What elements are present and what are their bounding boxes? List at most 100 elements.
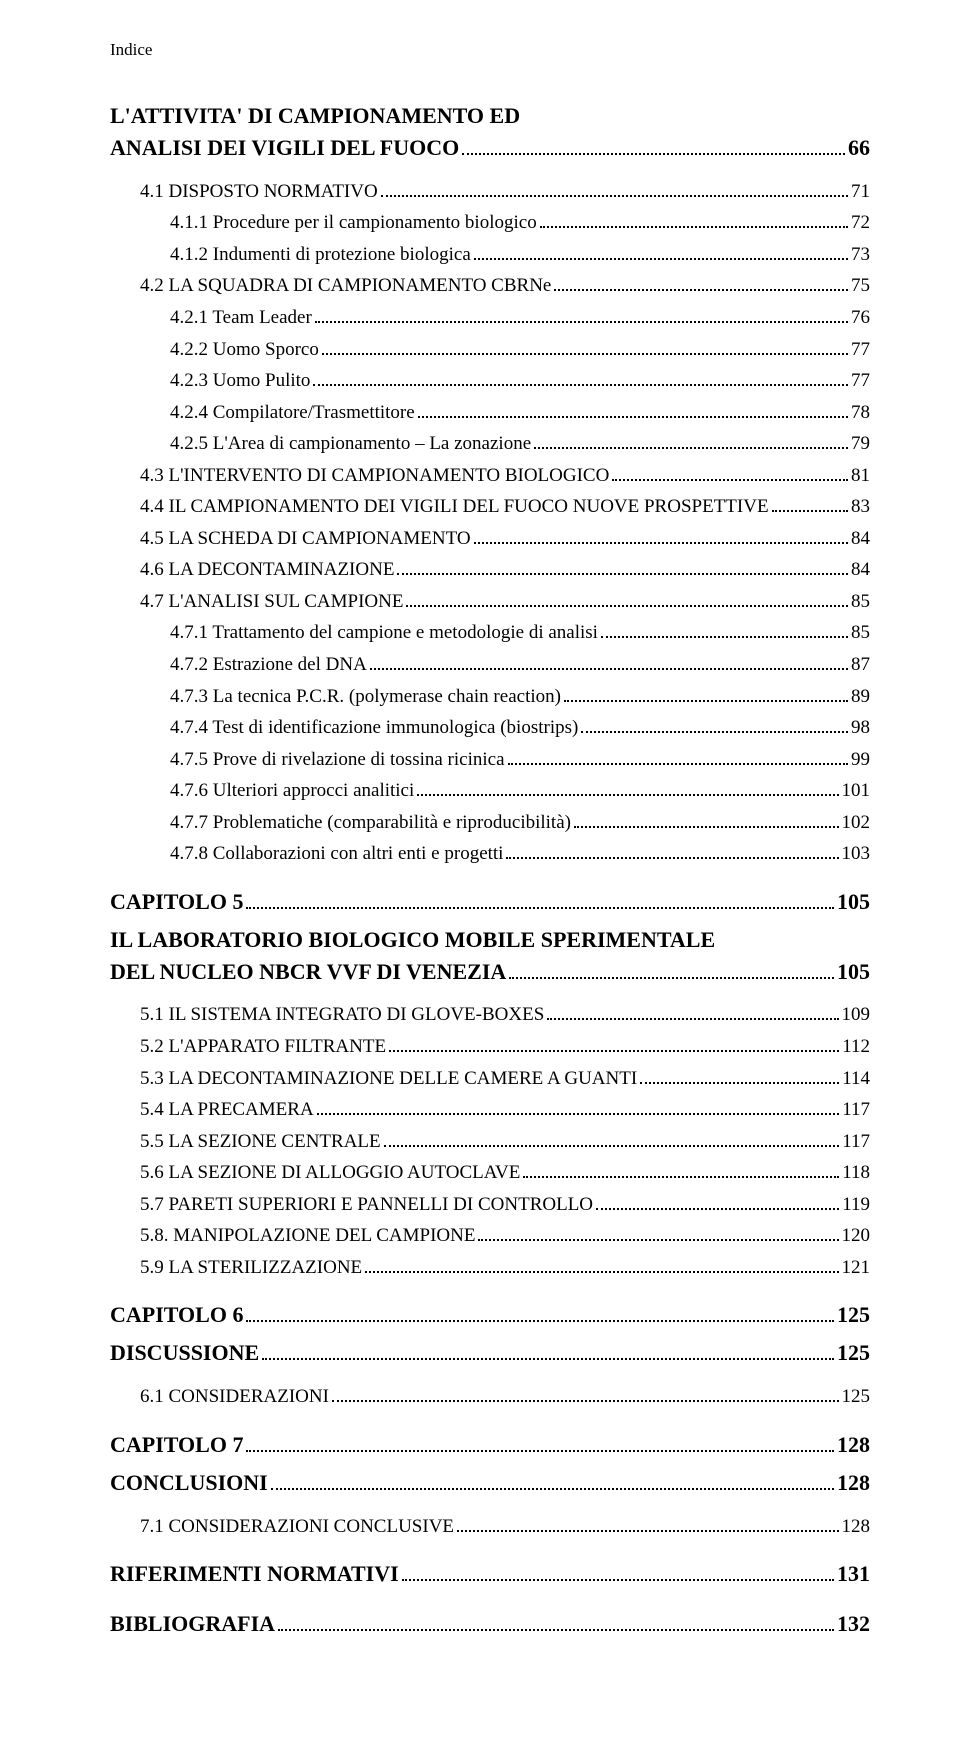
toc-entry: 4.7 L'ANALISI SUL CAMPIONE85 (140, 588, 870, 616)
toc-page: 84 (851, 556, 870, 584)
toc-entry: 5.8. MANIPOLAZIONE DEL CAMPIONE120 (140, 1222, 870, 1250)
toc-entry: 4.7.2 Estrazione del DNA 87 (170, 651, 870, 679)
toc-label: 5.1 IL SISTEMA INTEGRATO DI GLOVE-BOXES (140, 1001, 544, 1029)
toc-dots (365, 1271, 838, 1273)
toc-entry: 4.7.8 Collaborazioni con altri enti e pr… (170, 840, 870, 868)
toc-entry: CAPITOLO 5105 (110, 886, 870, 918)
toc-page: 87 (851, 651, 870, 679)
toc-dots (278, 1629, 834, 1631)
toc-label: 4.7.7 Problematiche (comparabilità e rip… (170, 809, 571, 837)
toc-label: 4.2.4 Compilatore/Trasmettitore (170, 399, 415, 427)
toc-entry: 4.5 LA SCHEDA DI CAMPIONAMENTO84 (140, 525, 870, 553)
toc-entry: CONCLUSIONI128 (110, 1467, 870, 1499)
toc-label: 7.1 CONSIDERAZIONI CONCLUSIVE (140, 1513, 454, 1541)
toc-label: 4.7.2 Estrazione del DNA (170, 651, 367, 679)
toc-label: DISCUSSIONE (110, 1337, 259, 1369)
toc-entry: DISCUSSIONE125 (110, 1337, 870, 1369)
toc-page: 128 (837, 1429, 870, 1461)
toc-page: 77 (851, 336, 870, 364)
toc-dots (315, 321, 848, 323)
toc-page: 77 (851, 367, 870, 395)
toc-label: 4.1.2 Indumenti di protezione biologica (170, 241, 471, 269)
toc-page: 103 (842, 840, 871, 868)
toc-entry: 4.2.3 Uomo Pulito 77 (170, 367, 870, 395)
toc-page: 117 (842, 1128, 870, 1156)
toc-entry: 5.4 LA PRECAMERA117 (140, 1096, 870, 1124)
toc-label: 4.7.8 Collaborazioni con altri enti e pr… (170, 840, 503, 868)
toc-dots (509, 977, 834, 979)
toc-dots (540, 226, 848, 228)
toc-dots (262, 1358, 834, 1360)
toc-entry: 5.3 LA DECONTAMINAZIONE DELLE CAMERE A G… (140, 1065, 870, 1093)
toc-page: 72 (851, 209, 870, 237)
toc-page: 79 (851, 430, 870, 458)
toc-page: 121 (842, 1254, 871, 1282)
toc-entry: 6.1 CONSIDERAZIONI125 (140, 1383, 870, 1411)
toc-dots (246, 1320, 834, 1322)
toc-label: 4.1 DISPOSTO NORMATIVO (140, 178, 378, 206)
toc-label: 5.7 PARETI SUPERIORI E PANNELLI DI CONTR… (140, 1191, 593, 1219)
toc-label: 4.2.5 L'Area di campionamento – La zonaz… (170, 430, 531, 458)
toc-label: 4.2.3 Uomo Pulito (170, 367, 310, 395)
toc-page: 120 (842, 1222, 871, 1250)
toc-entry: 4.7.7 Problematiche (comparabilità e rip… (170, 809, 870, 837)
toc-dots (474, 542, 848, 544)
toc-entry: 4.2.5 L'Area di campionamento – La zonaz… (170, 430, 870, 458)
toc-entry: CAPITOLO 6125 (110, 1299, 870, 1331)
toc-page: 85 (851, 619, 870, 647)
toc-page: 76 (851, 304, 870, 332)
toc-label: 4.7.3 La tecnica P.C.R. (polymerase chai… (170, 683, 561, 711)
toc-dots (564, 700, 848, 702)
toc-dots (640, 1082, 839, 1084)
toc-dots (322, 353, 848, 355)
toc-label: 5.2 L'APPARATO FILTRANTE (140, 1033, 386, 1061)
toc-label: RIFERIMENTI NORMATIVI (110, 1558, 399, 1590)
toc-dots (547, 1018, 838, 1020)
toc-entry: 4.7.5 Prove di rivelazione di tossina ri… (170, 746, 870, 774)
toc-entry: 4.7.6 Ulteriori approcci analitici101 (170, 777, 870, 805)
toc-dots (332, 1400, 839, 1402)
toc-entry: 4.7.1 Trattamento del campione e metodol… (170, 619, 870, 647)
toc-entry: 5.5 LA SEZIONE CENTRALE117 (140, 1128, 870, 1156)
spacer (110, 1373, 870, 1379)
toc-dots (601, 636, 848, 638)
toc-dots (313, 384, 848, 386)
toc-page: 85 (851, 588, 870, 616)
table-of-contents: L'ATTIVITA' DI CAMPIONAMENTO EDANALISI D… (110, 100, 870, 1640)
toc-page: 105 (837, 886, 870, 918)
toc-label: 4.3 L'INTERVENTO DI CAMPIONAMENTO BIOLOG… (140, 462, 609, 490)
toc-entry: 4.1.1 Procedure per il campionamento bio… (170, 209, 870, 237)
toc-entry: 7.1 CONSIDERAZIONI CONCLUSIVE 128 (140, 1513, 870, 1541)
toc-page: 119 (842, 1191, 870, 1219)
toc-label: 4.2.2 Uomo Sporco (170, 336, 319, 364)
toc-page: 81 (851, 462, 870, 490)
toc-label: 6.1 CONSIDERAZIONI (140, 1383, 329, 1411)
toc-label: CAPITOLO 6 (110, 1299, 243, 1331)
toc-page: 112 (842, 1033, 870, 1061)
toc-page: 128 (842, 1513, 871, 1541)
toc-dots (534, 447, 848, 449)
toc-dots (612, 479, 848, 481)
toc-label: 4.2 LA SQUADRA DI CAMPIONAMENTO CBRNe (140, 272, 551, 300)
toc-dots (317, 1113, 840, 1115)
toc-label-line1: IL LABORATORIO BIOLOGICO MOBILE SPERIMEN… (110, 924, 870, 956)
toc-dots (508, 763, 848, 765)
toc-page: 84 (851, 525, 870, 553)
toc-label: 5.4 LA PRECAMERA (140, 1096, 314, 1124)
toc-entry: 5.1 IL SISTEMA INTEGRATO DI GLOVE-BOXES1… (140, 1001, 870, 1029)
toc-dots (370, 668, 848, 670)
toc-entry: 5.7 PARETI SUPERIORI E PANNELLI DI CONTR… (140, 1191, 870, 1219)
toc-page: 132 (837, 1608, 870, 1640)
toc-dots (457, 1530, 838, 1532)
toc-label: CAPITOLO 7 (110, 1429, 243, 1461)
spacer (110, 991, 870, 997)
toc-page: 89 (851, 683, 870, 711)
toc-dots (474, 258, 848, 260)
toc-entry: 4.2.1 Team Leader76 (170, 304, 870, 332)
toc-dots (397, 573, 848, 575)
toc-entry: L'ATTIVITA' DI CAMPIONAMENTO EDANALISI D… (110, 100, 870, 164)
toc-dots (554, 289, 848, 291)
toc-page: 114 (842, 1065, 870, 1093)
toc-label: 5.6 LA SEZIONE DI ALLOGGIO AUTOCLAVE (140, 1159, 520, 1187)
toc-dots (506, 857, 838, 859)
